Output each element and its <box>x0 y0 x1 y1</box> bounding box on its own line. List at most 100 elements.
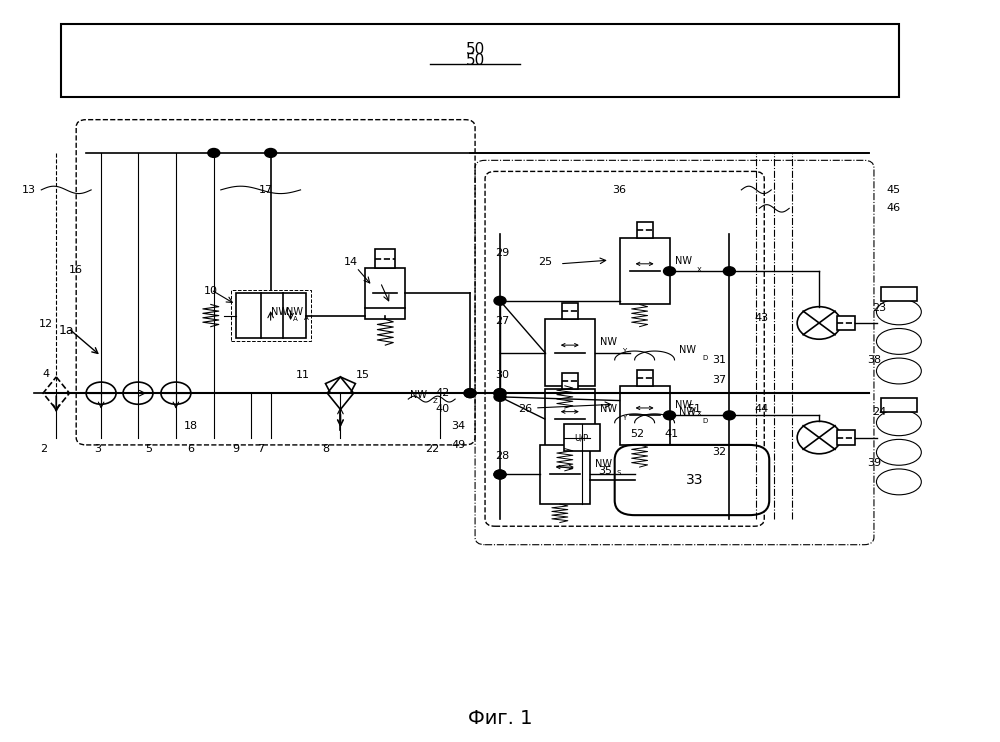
Text: 17: 17 <box>259 185 273 195</box>
Text: 25: 25 <box>538 257 552 267</box>
Text: NW: NW <box>410 390 427 400</box>
Text: Y: Y <box>622 415 626 421</box>
Bar <box>545 319 595 386</box>
Text: 38: 38 <box>867 355 881 365</box>
Text: NW: NW <box>680 344 696 355</box>
Text: 15: 15 <box>355 370 369 380</box>
Text: 18: 18 <box>184 421 198 431</box>
Text: 7: 7 <box>257 444 264 453</box>
Text: 39: 39 <box>867 459 881 468</box>
Text: 46: 46 <box>887 203 901 214</box>
Text: NW: NW <box>680 407 696 417</box>
Ellipse shape <box>876 299 921 325</box>
Text: 43: 43 <box>754 313 768 323</box>
Text: 12: 12 <box>39 319 53 329</box>
Text: 2: 2 <box>40 444 47 453</box>
Text: 14: 14 <box>343 257 357 266</box>
Circle shape <box>494 470 506 479</box>
Bar <box>837 315 855 330</box>
Text: 42: 42 <box>435 388 449 398</box>
Circle shape <box>494 393 506 401</box>
Text: U/P: U/P <box>575 433 589 442</box>
Circle shape <box>464 389 476 398</box>
Text: 34: 34 <box>451 421 465 431</box>
Circle shape <box>723 267 735 275</box>
Text: 41: 41 <box>664 429 679 439</box>
Text: 35: 35 <box>598 466 612 476</box>
Text: 29: 29 <box>495 248 509 257</box>
Text: S: S <box>617 470 621 476</box>
Text: 9: 9 <box>232 444 239 453</box>
Bar <box>881 398 917 412</box>
Circle shape <box>664 267 676 275</box>
Text: 30: 30 <box>495 370 509 381</box>
Text: 37: 37 <box>712 375 726 385</box>
Text: 40: 40 <box>435 404 449 415</box>
Bar <box>562 373 578 390</box>
Bar <box>540 445 590 504</box>
Text: 11: 11 <box>296 370 310 380</box>
Bar <box>61 24 899 97</box>
Text: 6: 6 <box>187 444 194 453</box>
Bar <box>881 287 917 301</box>
Text: D: D <box>702 355 708 361</box>
Bar <box>231 289 311 341</box>
Text: 5: 5 <box>145 444 152 453</box>
Text: 49: 49 <box>451 440 465 450</box>
Text: Y: Y <box>622 348 626 354</box>
Circle shape <box>208 148 220 157</box>
Text: NW: NW <box>595 459 612 469</box>
Text: Фиг. 1: Фиг. 1 <box>468 709 532 728</box>
Bar <box>236 293 306 338</box>
Text: 51: 51 <box>687 404 701 415</box>
Ellipse shape <box>876 439 921 465</box>
Circle shape <box>494 296 506 305</box>
Text: 45: 45 <box>887 185 901 195</box>
Circle shape <box>723 411 735 420</box>
Text: 8: 8 <box>322 444 329 453</box>
Text: 16: 16 <box>69 265 83 275</box>
Ellipse shape <box>876 329 921 355</box>
Bar <box>620 386 670 445</box>
Text: 1a: 1a <box>58 324 74 337</box>
FancyBboxPatch shape <box>615 445 769 515</box>
Ellipse shape <box>876 358 921 384</box>
Text: NW: NW <box>600 337 617 347</box>
Circle shape <box>464 389 476 398</box>
Text: 22: 22 <box>425 444 439 453</box>
Text: NW: NW <box>675 256 692 266</box>
Text: 13: 13 <box>22 185 36 195</box>
Text: 31: 31 <box>712 355 726 365</box>
Bar <box>637 370 653 386</box>
Text: 44: 44 <box>754 404 768 415</box>
Bar <box>564 424 600 451</box>
Text: A: A <box>293 315 297 321</box>
Bar <box>837 430 855 445</box>
Text: 10: 10 <box>204 286 218 296</box>
Bar <box>375 249 395 268</box>
Circle shape <box>265 148 277 157</box>
Text: 50: 50 <box>465 42 485 57</box>
Text: 24: 24 <box>872 407 886 417</box>
Bar <box>562 303 578 319</box>
Text: 50: 50 <box>465 53 485 68</box>
Text: A: A <box>304 315 308 321</box>
Text: 26: 26 <box>518 404 532 415</box>
Text: 3: 3 <box>95 444 102 453</box>
Circle shape <box>664 411 676 420</box>
Bar <box>545 390 595 449</box>
Text: NW: NW <box>600 404 617 413</box>
Text: 32: 32 <box>712 447 726 457</box>
Text: 23: 23 <box>872 303 886 313</box>
Bar <box>620 238 670 304</box>
Circle shape <box>494 470 506 479</box>
Bar <box>637 222 653 238</box>
Text: 33: 33 <box>686 473 703 487</box>
Text: D: D <box>702 418 708 424</box>
Text: 4: 4 <box>43 369 50 379</box>
Circle shape <box>494 389 506 398</box>
Text: Z: Z <box>432 398 437 404</box>
Ellipse shape <box>876 469 921 495</box>
Text: X: X <box>696 411 701 417</box>
Ellipse shape <box>876 410 921 436</box>
